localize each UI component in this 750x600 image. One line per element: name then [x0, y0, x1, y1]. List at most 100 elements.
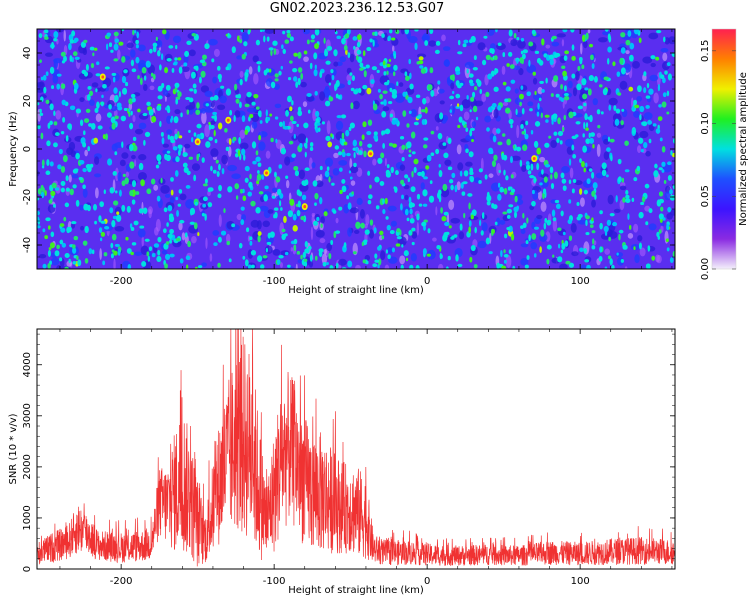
heatmap-cell: [144, 131, 151, 137]
heatmap-cell: [618, 229, 624, 234]
heatmap-cell: [655, 56, 660, 61]
heatmap-cell: [60, 83, 66, 90]
heatmap-cell: [396, 228, 401, 233]
heatmap-cell: [373, 131, 378, 136]
heatmap-cell: [653, 170, 659, 178]
heatmap-cell: [172, 62, 178, 66]
heatmap-cell: [323, 37, 326, 44]
heatmap-cell: [53, 110, 56, 117]
heatmap-cell: [468, 202, 471, 210]
heatmap-cell: [639, 247, 646, 257]
heatmap-cell: [285, 175, 289, 179]
heatmap-cell: [643, 142, 648, 149]
heatmap-cell: [231, 223, 236, 228]
heatmap-cell: [670, 150, 673, 156]
heatmap-cell: [422, 248, 427, 256]
heatmap-cell: [104, 225, 110, 230]
heatmap-cell: [455, 80, 460, 87]
heatmap-cell: [612, 221, 618, 227]
heatmap-cell: [382, 90, 388, 94]
heatmap-cell: [102, 134, 106, 140]
heatmap-cell: [387, 254, 391, 260]
heatmap-cell: [382, 106, 390, 112]
heatmap-cell: [533, 226, 540, 230]
heatmap-cell: [55, 110, 62, 120]
heatmap-cell: [439, 252, 442, 260]
heatmap-cell: [42, 74, 47, 81]
heatmap-cell: [636, 165, 641, 172]
heatmap-cell: [208, 187, 214, 192]
heatmap-cell: [609, 212, 615, 217]
heatmap-cell: [663, 180, 667, 184]
heatmap-cell: [348, 170, 352, 174]
heatmap-cell: [292, 213, 297, 221]
heatmap-cell: [38, 253, 47, 259]
heatmap-cell: [347, 260, 353, 268]
heatmap-cell: [455, 254, 459, 262]
heatmap-cell: [189, 207, 196, 215]
heatmap-cell: [160, 53, 164, 61]
heatmap-cell: [595, 172, 605, 179]
heatmap-cell: [667, 73, 672, 81]
heatmap-cell: [647, 245, 651, 252]
heatmap-cell: [251, 264, 255, 269]
heatmap-cell: [625, 50, 630, 55]
heatmap-cell: [54, 132, 60, 137]
heatmap-cell: [281, 228, 286, 233]
heatmap-cell: [239, 129, 246, 140]
heatmap-cell: [520, 50, 524, 55]
heatmap-cell: [130, 251, 134, 256]
heatmap-cell: [604, 266, 608, 269]
heatmap-cell: [323, 248, 327, 255]
heatmap-cell: [591, 230, 596, 234]
heatmap-cell: [473, 55, 477, 61]
heatmap-cell: [325, 135, 331, 142]
heatmap-cell: [422, 189, 428, 197]
heatmap-cell: [470, 244, 476, 252]
heatmap-cell: [68, 42, 72, 51]
heatmap-cell: [549, 166, 554, 174]
heatmap-cell: [51, 182, 57, 189]
heatmap-cell: [497, 182, 501, 188]
heatmap-cell: [246, 107, 257, 113]
heatmap-cell: [643, 71, 647, 77]
heatmap-cell: [296, 209, 301, 217]
heatmap-cell: [557, 243, 561, 249]
heatmap-cell: [374, 176, 380, 183]
heatmap-cell: [410, 253, 417, 262]
heatmap-cell: [355, 221, 361, 229]
heatmap-cell: [270, 49, 273, 57]
heatmap-cell: [83, 130, 86, 136]
heatmap-cell: [179, 219, 185, 224]
heatmap-cell: [102, 260, 106, 266]
heatmap-cell: [338, 206, 343, 211]
heatmap-cell: [228, 258, 232, 263]
heatmap-cell: [475, 116, 479, 121]
heatmap-cell: [551, 209, 556, 217]
heatmap-cell: [389, 87, 393, 92]
heatmap-cell: [147, 61, 151, 68]
heatmap-cell: [672, 152, 675, 158]
heatmap-cell: [426, 253, 431, 257]
heatmap-cell: [500, 249, 503, 258]
heatmap-cell: [453, 234, 458, 238]
heatmap-cell: [427, 228, 431, 234]
heatmap-cell: [121, 29, 125, 32]
heatmap-cell: [280, 207, 283, 211]
heatmap-cell: [579, 58, 583, 65]
heatmap-cell: [650, 55, 656, 60]
heatmap-cell: [568, 111, 574, 119]
heatmap-cell: [464, 61, 475, 69]
heatmap-cell: [79, 119, 84, 127]
heatmap-cell: [598, 255, 603, 262]
heatmap-cell: [38, 33, 43, 39]
heatmap-cell: [207, 38, 218, 46]
heatmap-cell: [462, 181, 468, 185]
heatmap-cell: [388, 256, 398, 264]
heatmap-cell: [488, 173, 494, 178]
heatmap-cell: [627, 233, 634, 239]
heatmap-cell: [95, 113, 102, 122]
heatmap-cell: [228, 138, 232, 145]
heatmap-cell: [645, 95, 651, 99]
heatmap-cell: [68, 258, 71, 264]
